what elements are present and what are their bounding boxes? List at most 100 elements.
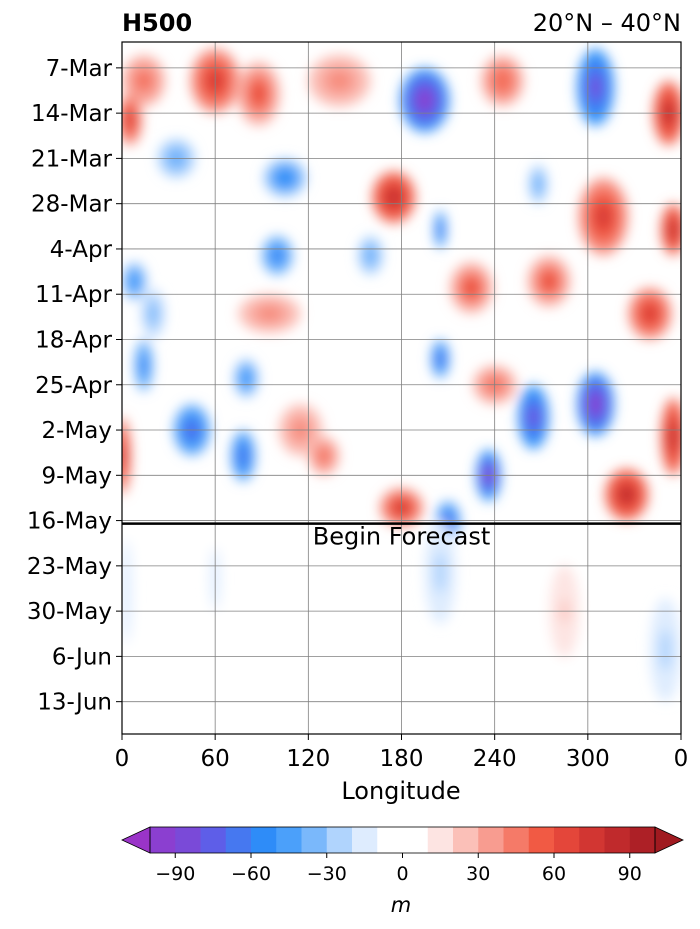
anomaly-feature-7 [576, 48, 615, 127]
anomaly-contour [367, 251, 373, 260]
anomaly-contour [240, 450, 246, 462]
colorbar-segment [225, 827, 252, 853]
y-tick-label: 14-Mar [31, 101, 113, 127]
anomaly-feature-42 [424, 520, 456, 625]
anomaly-feature-35 [308, 436, 340, 476]
anomaly-feature-18 [449, 261, 494, 314]
y-axis-ticks: 7-Mar 14-Mar 21-Mar 28-Mar 4-Apr 11-Apr 18-Apr… [27, 56, 122, 716]
x-axis-title: Longitude [341, 777, 460, 805]
anomaly-feature-21 [238, 294, 301, 334]
chart-title-left: H500 [122, 9, 192, 37]
anomaly-feature-33 [230, 430, 256, 482]
colorbar-unit-label: m [391, 893, 411, 917]
colorbar-segment [528, 827, 555, 853]
colorbar-tick-label: −60 [231, 863, 271, 885]
anomaly-feature-29 [660, 397, 681, 476]
colorbar-tick-label: 0 [396, 863, 408, 885]
anomaly-contour [141, 360, 146, 371]
anomaly-contour [243, 374, 249, 383]
x-tick-label: 300 [566, 746, 610, 772]
anomaly-feature-12 [434, 210, 447, 249]
anomaly-contour [320, 452, 327, 460]
x-tick-label: 0 [115, 746, 130, 772]
anomaly-feature-32 [517, 384, 550, 450]
anomaly-feature-10 [263, 158, 307, 198]
y-tick-label: 4-Apr [50, 237, 113, 263]
colorbar-tick-label: 30 [466, 863, 490, 885]
y-tick-label: 28-Mar [31, 192, 113, 218]
anomaly-feature-4 [122, 93, 143, 146]
anomaly-feature-25 [233, 358, 259, 398]
anomaly-feature-37 [604, 468, 649, 521]
y-tick-label: 30-May [27, 599, 112, 625]
anomaly-contour [662, 639, 669, 661]
plot-area [122, 42, 681, 734]
colorbar-segment [377, 827, 429, 853]
y-tick-label: 7-Mar [46, 56, 113, 82]
anomaly-contour [530, 410, 537, 424]
colorbar-tick-label: 90 [618, 863, 642, 885]
y-tick-label: 25-Apr [35, 373, 112, 399]
anomaly-feature-15 [660, 203, 681, 256]
colorbar-segment [352, 827, 378, 853]
anomaly-contour [437, 561, 444, 583]
colorbar-tick-label: −90 [155, 863, 195, 885]
colorbar-segment [150, 827, 176, 853]
colorbar-segment [604, 827, 631, 853]
y-tick-label: 23-May [27, 554, 112, 580]
anomaly-feature-14 [578, 177, 629, 256]
colorbar: −90 −60 −30 0 30 60 90 [121, 826, 684, 885]
anomaly-contour [389, 192, 399, 203]
anomaly-feature-5 [399, 67, 450, 133]
anomaly-contour [419, 93, 430, 107]
anomaly-feature-19 [122, 261, 147, 301]
anomaly-contour [438, 355, 443, 363]
anomaly-contour [622, 489, 632, 500]
anomaly-contour [670, 224, 676, 235]
y-tick-label: 9-May [42, 463, 112, 489]
anomaly-contour [598, 208, 609, 225]
x-tick-label: 120 [286, 746, 330, 772]
anomaly-feature-22 [527, 255, 571, 308]
anomaly-contour [127, 114, 133, 125]
anomaly-contour [150, 308, 156, 319]
colorbar-segment [301, 827, 328, 853]
y-tick-label: 18-Apr [35, 327, 112, 353]
colorbar-segment [629, 827, 656, 853]
anomaly-feature-3 [308, 54, 371, 107]
y-tick-label: 11-Apr [35, 282, 112, 308]
x-tick-label: 180 [380, 746, 424, 772]
chart-title-right: 20°N – 40°N [533, 9, 681, 37]
forecast-label: Begin Forecast [313, 523, 491, 551]
y-tick-label: 13-Jun [37, 690, 112, 716]
anomaly-feature-26 [431, 339, 450, 379]
x-tick-label: 0 [674, 746, 689, 772]
colorbar-segment [251, 827, 277, 853]
anomaly-feature-2 [236, 61, 281, 127]
anomaly-feature-28 [576, 371, 615, 437]
anomaly-contour [333, 75, 346, 86]
anomaly-contour [536, 180, 541, 189]
anomaly-feature-11 [371, 171, 416, 224]
y-tick-label: 6-Jun [52, 644, 112, 670]
anomaly-contour [438, 225, 443, 234]
anomaly-feature-17 [358, 236, 383, 275]
colorbar-segment [276, 827, 302, 853]
colorbar-segment [175, 827, 201, 853]
anomaly-contour [467, 282, 476, 293]
colorbar-tick-label: −30 [307, 863, 347, 885]
anomaly-feature-16 [261, 236, 293, 275]
colorbar-segment [427, 827, 454, 853]
anomaly-contour [544, 276, 554, 287]
anomaly-contour [263, 309, 276, 318]
colorbar-segment [579, 827, 605, 853]
anomaly-contour [274, 251, 281, 260]
colorbar-segment [326, 827, 353, 853]
colorbar-extend-over [654, 826, 684, 854]
anomaly-contour [124, 578, 129, 605]
colorbar-extend-under [121, 826, 151, 854]
colorbar-tick-label: 60 [542, 863, 566, 885]
grid-lines [122, 42, 681, 734]
y-tick-label: 2-May [42, 418, 112, 444]
